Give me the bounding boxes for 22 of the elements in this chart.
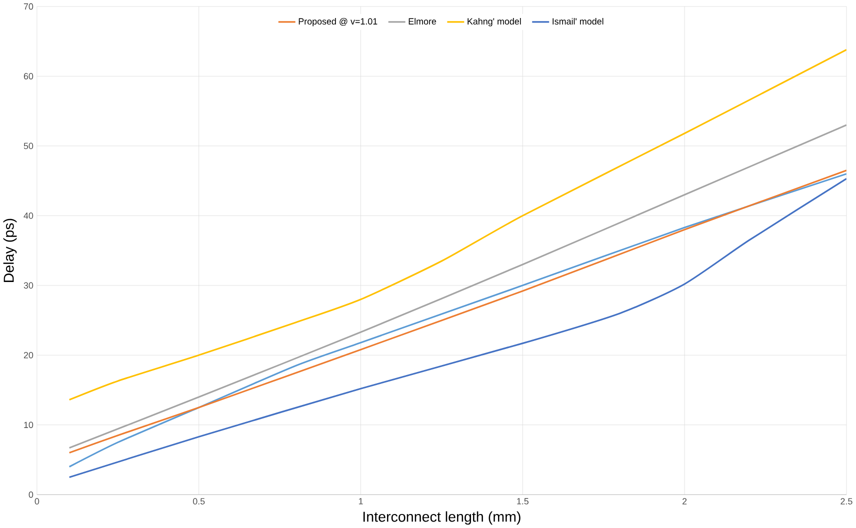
y-tick-label: 70 (24, 3, 34, 10)
legend-label: Proposed @ v=1.01 (298, 18, 378, 26)
y-tick-label: 50 (24, 142, 34, 150)
y-tick-label: 30 (24, 282, 34, 289)
legend-label: Elmore (408, 18, 436, 25)
legend-label: Ismail' model (552, 18, 604, 25)
line-series (68, 124, 846, 449)
y-tick-label: 10 (24, 422, 34, 428)
x-tick-label: 2.5 (840, 498, 852, 505)
y-axis-title: Delay (ps) (3, 218, 17, 282)
x-axis-title: Interconnect length (mm) (363, 511, 520, 525)
x-tick-label: 0 (34, 498, 40, 505)
line-series (68, 48, 846, 401)
x-tick-label: 0.5 (192, 498, 205, 505)
y-tick-label: 40 (24, 212, 34, 219)
y-tick-label: 20 (24, 352, 34, 358)
x-tick-label: 2 (682, 498, 687, 504)
y-tick-label: 60 (24, 73, 34, 80)
y-tick-label: 0 (28, 491, 34, 498)
x-tick-label: 1.5 (517, 498, 529, 504)
legend-label: Kahng' model (468, 18, 521, 26)
x-tick-label: 1 (358, 498, 363, 504)
